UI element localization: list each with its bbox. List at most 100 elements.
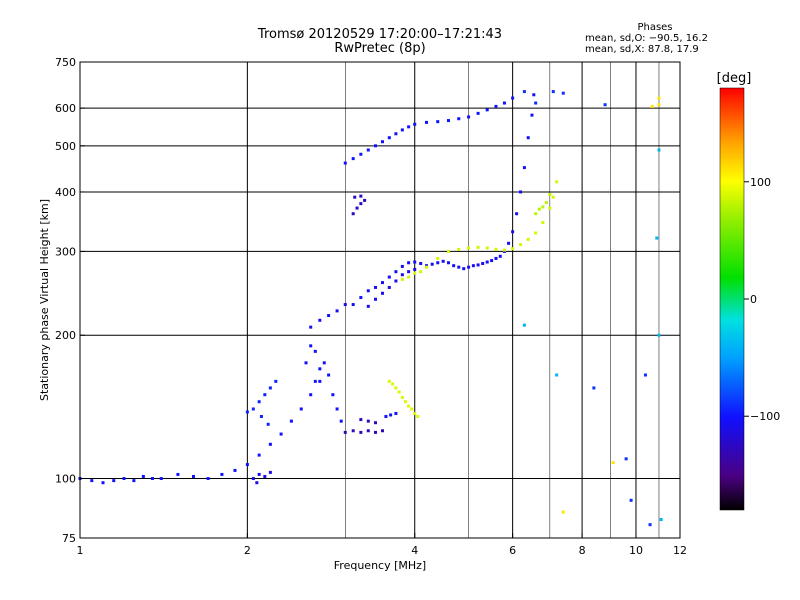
- data-point: [555, 373, 559, 377]
- data-point: [476, 245, 480, 249]
- data-point: [299, 407, 303, 411]
- data-point: [413, 411, 417, 415]
- x-tick-label: 10: [629, 544, 643, 557]
- data-point: [425, 120, 429, 124]
- data-point: [206, 477, 210, 481]
- data-point: [436, 120, 440, 124]
- data-point: [322, 361, 326, 365]
- chart-subtitle: RwPretec (8p): [334, 41, 426, 56]
- y-tick-label: 100: [55, 473, 76, 486]
- data-point: [498, 254, 502, 258]
- data-point: [150, 477, 154, 481]
- colorbar: [719, 87, 745, 511]
- data-point: [526, 136, 530, 140]
- data-point: [485, 108, 489, 112]
- data-point: [462, 267, 466, 271]
- data-point: [263, 474, 267, 478]
- data-point: [603, 103, 607, 107]
- data-point: [355, 206, 359, 210]
- data-point: [351, 303, 355, 307]
- data-point: [268, 470, 272, 474]
- data-point: [452, 264, 456, 268]
- data-point: [304, 361, 308, 365]
- data-point: [351, 429, 355, 433]
- data-point: [380, 429, 384, 433]
- data-point: [400, 277, 404, 281]
- data-point: [490, 259, 494, 263]
- data-point: [522, 323, 526, 327]
- data-point: [394, 411, 398, 415]
- data-point: [387, 275, 391, 279]
- y-tick-label: 200: [55, 329, 76, 342]
- data-point: [394, 386, 398, 390]
- data-point: [522, 166, 526, 170]
- data-point: [441, 259, 445, 263]
- x-tick-label: 4: [411, 544, 418, 557]
- data-point: [268, 442, 272, 446]
- data-point: [373, 285, 377, 289]
- data-point: [263, 393, 267, 397]
- data-point: [384, 414, 388, 418]
- data-point: [413, 267, 417, 271]
- data-point: [343, 161, 347, 165]
- data-point: [537, 207, 541, 211]
- plot-frame: [79, 61, 681, 539]
- data-point: [101, 481, 105, 485]
- data-point: [457, 265, 461, 269]
- data-point: [419, 261, 423, 265]
- data-point: [541, 221, 545, 225]
- data-point: [657, 148, 661, 152]
- data-point: [366, 148, 370, 152]
- data-point: [425, 265, 429, 269]
- data-point: [313, 349, 317, 353]
- data-point: [112, 479, 116, 483]
- x-tick-label: 12: [673, 544, 687, 557]
- y-axis-label: Stationary phase Virtual Height [km]: [38, 199, 51, 401]
- data-point: [446, 119, 450, 123]
- data-point: [471, 264, 475, 268]
- data-point: [351, 212, 355, 216]
- y-tick-label: 300: [55, 245, 76, 258]
- data-point: [526, 237, 530, 241]
- data-point: [387, 136, 391, 140]
- data-point: [366, 429, 370, 433]
- data-point: [245, 410, 249, 414]
- data-point: [511, 230, 515, 234]
- x-tick-label: 8: [579, 544, 586, 557]
- data-point: [481, 261, 485, 265]
- data-point: [457, 117, 461, 121]
- data-point: [534, 212, 538, 216]
- data-point: [407, 270, 411, 274]
- data-point: [410, 407, 414, 411]
- data-point: [502, 248, 506, 252]
- data-point: [407, 404, 411, 408]
- data-point: [313, 379, 317, 383]
- data-point: [257, 472, 261, 476]
- data-point: [507, 241, 511, 245]
- data-point: [309, 325, 313, 329]
- data-point: [624, 457, 628, 461]
- data-point: [359, 418, 363, 422]
- data-point: [391, 382, 395, 386]
- x-axis-label: Frequency [MHz]: [334, 559, 426, 572]
- data-point: [407, 275, 411, 279]
- data-point: [245, 463, 249, 467]
- data-point: [485, 246, 489, 250]
- data-point: [446, 261, 450, 265]
- data-point: [220, 472, 224, 476]
- colorbar-label: [deg]: [717, 71, 752, 86]
- data-point: [380, 140, 384, 144]
- data-point: [309, 393, 313, 397]
- data-point: [648, 523, 652, 527]
- y-tick-label: 75: [62, 532, 76, 545]
- data-point: [387, 285, 391, 289]
- data-point: [394, 270, 398, 274]
- data-point: [318, 379, 322, 383]
- data-point: [191, 474, 195, 478]
- phases-line-x: mean, sd,X: 87.8, 17.9: [585, 44, 699, 55]
- data-point: [416, 414, 420, 418]
- data-point: [534, 231, 538, 235]
- data-point: [467, 115, 471, 119]
